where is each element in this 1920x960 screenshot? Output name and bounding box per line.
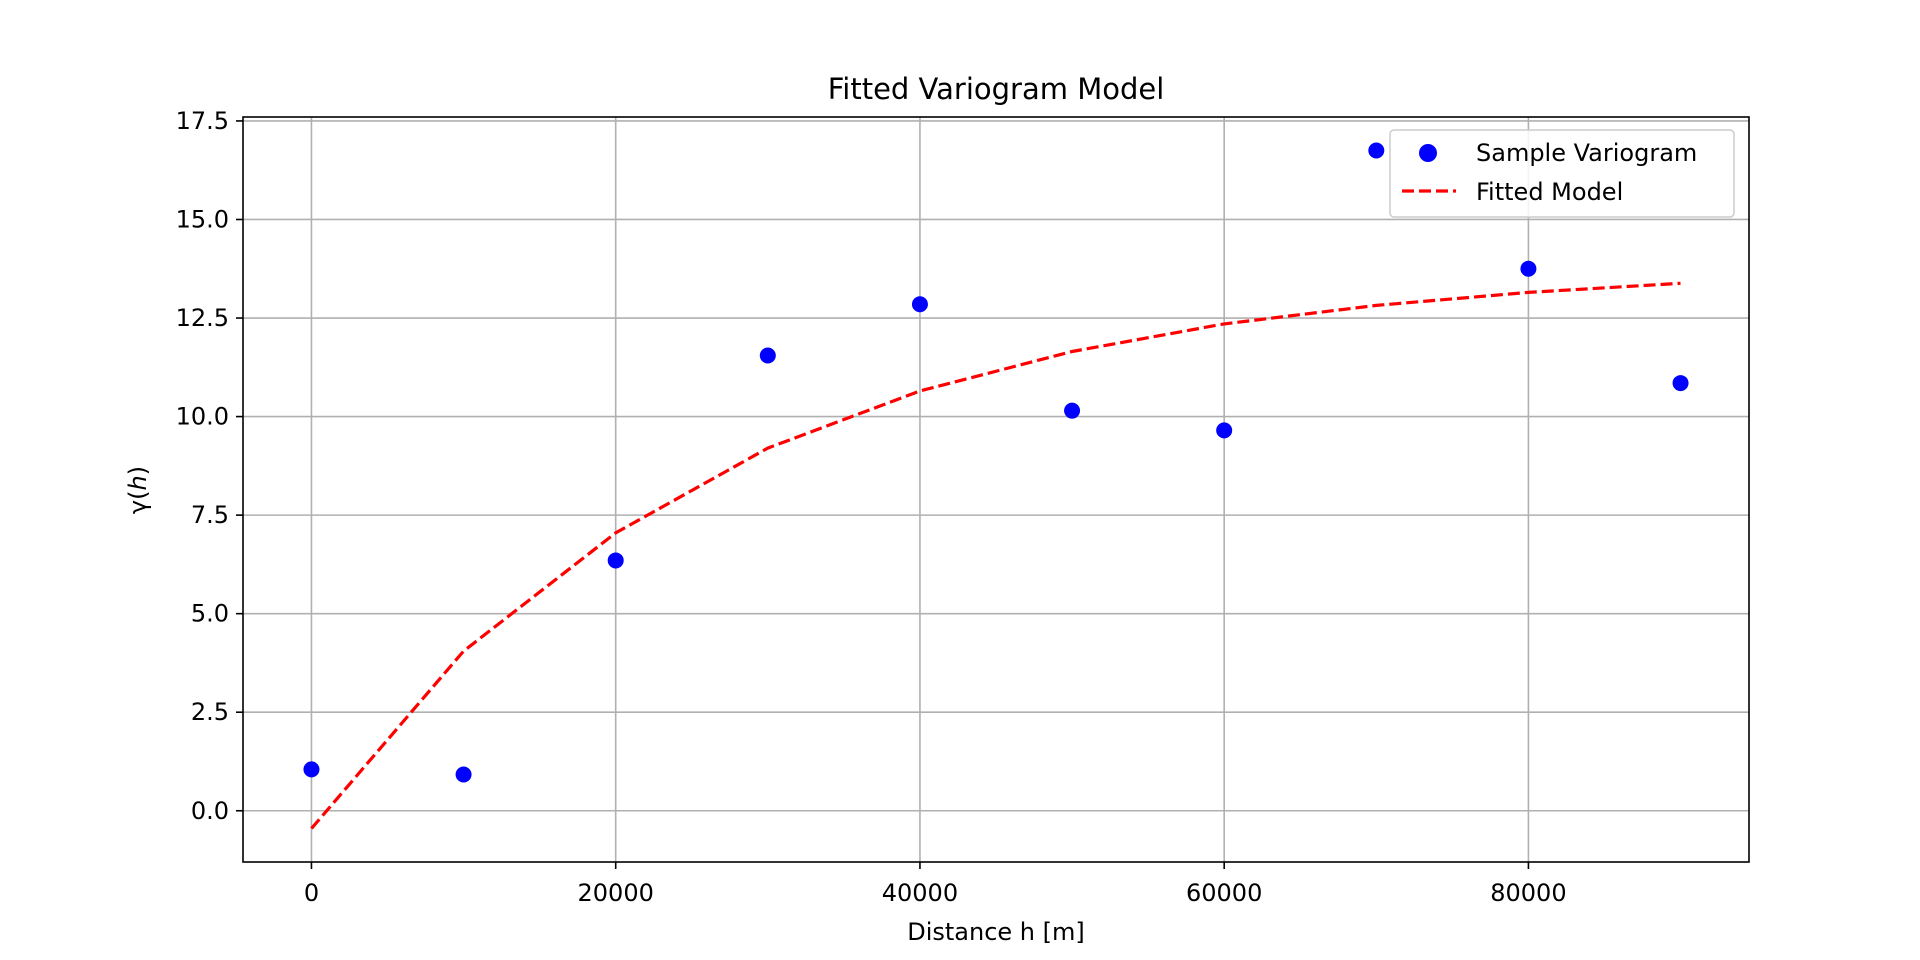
sample-variogram-point xyxy=(759,347,776,364)
sample-variogram-point xyxy=(455,766,472,783)
x-tick-label: 0 xyxy=(304,879,319,907)
y-tick-label: 12.5 xyxy=(176,304,229,332)
sample-variogram-point xyxy=(1368,142,1385,159)
y-axis-label-suffix: ) xyxy=(124,466,152,475)
y-tick-label: 7.5 xyxy=(191,501,229,529)
plot-frame xyxy=(242,116,1750,863)
x-tick-label: 60000 xyxy=(1186,879,1262,907)
y-tick-label: 5.0 xyxy=(191,600,229,628)
x-tick-label: 80000 xyxy=(1490,879,1566,907)
sample-variogram-point xyxy=(303,761,320,778)
sample-variogram-series xyxy=(303,142,1689,783)
sample-variogram-point xyxy=(1064,402,1081,419)
y-axis-label: γ(h) xyxy=(124,466,152,514)
y-tick-label: 0.0 xyxy=(191,797,229,825)
chart-title: Fitted Variogram Model xyxy=(828,72,1165,106)
sample-variogram-point xyxy=(1520,260,1537,277)
y-tick-label: 2.5 xyxy=(191,698,229,726)
legend-box xyxy=(1389,129,1735,218)
y-tick-label: 17.5 xyxy=(176,107,229,135)
legend-label-fitted-model: Fitted Model xyxy=(1476,178,1623,206)
y-axis-label-variable: h xyxy=(124,475,152,490)
sample-variogram-point xyxy=(607,552,624,569)
sample-variogram-point xyxy=(911,296,928,313)
grid-lines xyxy=(243,117,1749,862)
legend-label-sample-variogram: Sample Variogram xyxy=(1476,139,1697,167)
y-axis-ticks: 0.0 2.5 5.0 7.5 10.0 12.5 15.0 17.5 xyxy=(176,107,243,825)
fitted-model-series xyxy=(310,281,1681,830)
legend: Sample Variogram Fitted Model xyxy=(1389,129,1735,218)
y-tick-label: 15.0 xyxy=(176,205,229,233)
x-tick-label: 40000 xyxy=(882,879,958,907)
x-axis-label: Distance h [m] xyxy=(907,918,1085,946)
x-tick-label: 20000 xyxy=(578,879,654,907)
sample-variogram-point xyxy=(1672,375,1689,392)
fitted-model-line xyxy=(310,281,1681,830)
x-axis-ticks: 0 20000 40000 60000 80000 xyxy=(304,862,1567,907)
y-axis-label-prefix: γ( xyxy=(124,491,152,515)
sample-variogram-point xyxy=(1216,422,1233,439)
y-tick-label: 10.0 xyxy=(176,403,229,431)
legend-marker-sample-variogram xyxy=(1419,144,1437,162)
